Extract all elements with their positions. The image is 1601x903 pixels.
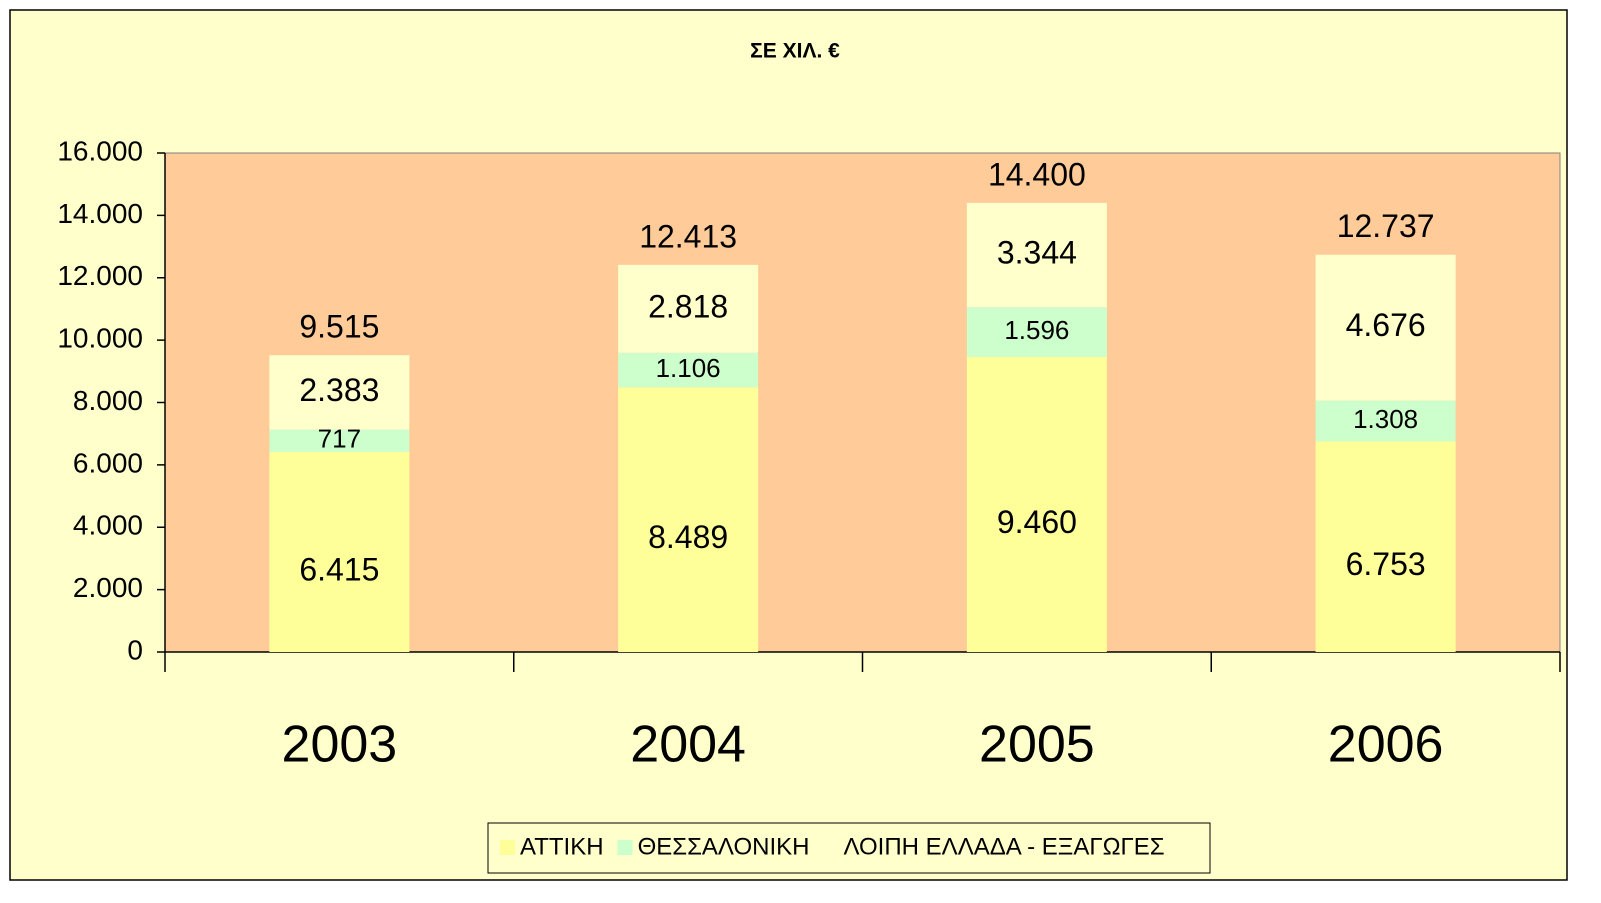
legend-label: ΛΟΙΠΗ ΕΛΛΑΔΑ - ΕΞΑΓΩΓΕΣ [843,833,1164,860]
total-label: 14.400 [988,156,1086,192]
y-tick-label: 12.000 [57,260,143,291]
bar-segment [618,387,759,652]
value-label: 3.344 [997,234,1077,270]
value-label: 9.460 [997,504,1077,540]
bar-segment [618,264,759,353]
chart-title: ΣΕ ΧΙΛ. € [750,40,840,63]
y-tick-label: 16.000 [57,135,143,166]
total-label: 12.737 [1337,208,1435,244]
legend-label: ΘΕΣΣΑΛΟΝΙΚΗ [638,833,810,860]
bar-segment [269,451,410,652]
y-tick-label: 10.000 [57,323,143,354]
value-label: 2.383 [299,372,379,408]
bar-segment [618,352,759,388]
y-tick-label: 2.000 [73,572,143,603]
bar-segment [966,356,1107,652]
total-label: 9.515 [299,309,379,345]
total-label: 12.413 [639,218,737,254]
bar-segment [269,429,410,452]
x-tick-label: 2005 [979,716,1095,774]
legend-swatch [500,840,515,855]
y-tick-label: 6.000 [73,447,143,478]
value-label: 1.308 [1353,404,1418,434]
value-label: 6.415 [299,551,379,587]
x-tick-label: 2006 [1328,716,1444,774]
y-tick-label: 0 [127,634,143,665]
value-label: 4.676 [1346,307,1426,343]
x-tick-label: 2004 [630,716,746,774]
x-tick-label: 2003 [282,716,398,774]
legend-swatch [823,840,839,855]
bar-segment [1315,254,1456,401]
value-label: 6.753 [1346,546,1426,582]
y-tick-label: 4.000 [73,510,143,541]
y-tick-label: 14.000 [57,198,143,229]
legend-swatch [617,840,633,855]
bar-segment [1315,400,1456,442]
value-label: 1.596 [1004,315,1069,345]
bar-segment [1315,441,1456,652]
value-label: 1.106 [656,353,721,383]
bar-segment [269,355,410,430]
value-label: 2.818 [648,288,728,324]
legend-label: ΑΤΤΙΚΗ [520,833,604,860]
value-label: 8.489 [648,519,728,555]
legend-box [487,822,1211,874]
bar-segment [966,202,1107,308]
bar-segment [966,307,1107,357]
y-tick-label: 8.000 [73,385,143,416]
